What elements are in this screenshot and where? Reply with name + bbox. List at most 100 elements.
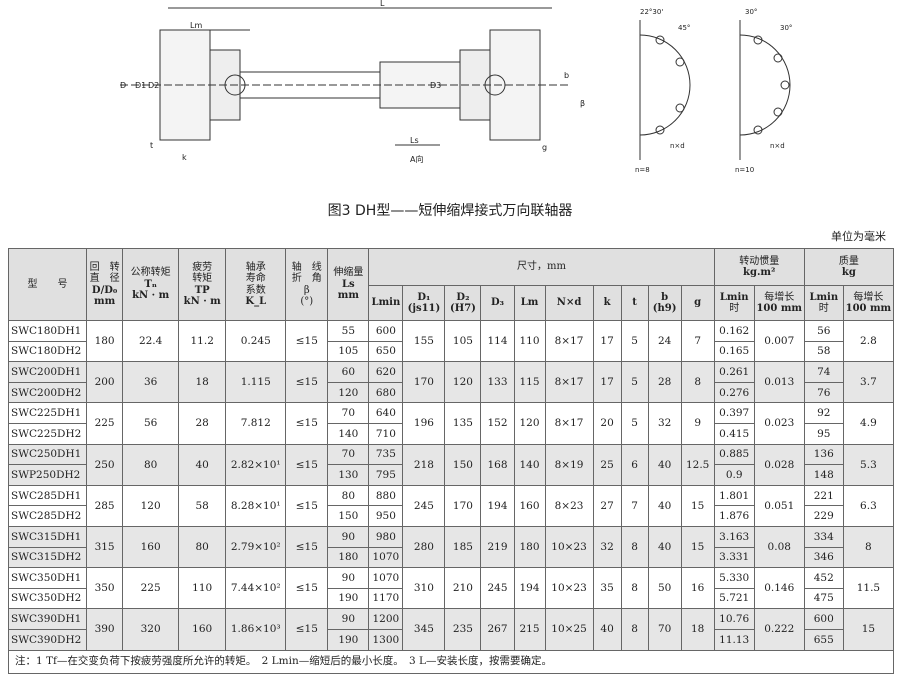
- cell-g: 18: [680, 608, 715, 651]
- flange-view-n10: [739, 20, 791, 160]
- cell-ls: 90: [327, 567, 370, 589]
- col-lm: Lm: [513, 285, 546, 321]
- cell-mass-per100: 8: [842, 525, 895, 569]
- cell-inertia-per100: 0.028: [753, 443, 805, 486]
- cell-d1: 218: [402, 443, 446, 486]
- col-angle: 轴 线折 角 β (°): [285, 248, 329, 321]
- cell-d1: 245: [402, 484, 446, 527]
- table-row: SWC350DH2 190 1170 5.721 475: [7, 587, 894, 610]
- cell-inertia: 11.13: [713, 628, 755, 651]
- cell-model: SWC180DH1: [7, 320, 88, 342]
- figure-title: 图3 DH型——短伸缩焊接式万向联轴器: [327, 203, 573, 219]
- cell-mass: 148: [803, 464, 844, 486]
- cell-inertia-per100: 0.023: [753, 402, 805, 445]
- cell-k: 35: [592, 567, 622, 610]
- cell-d2: 170: [444, 484, 482, 527]
- cell-b: 70: [647, 608, 682, 651]
- col-nd: N×d: [544, 285, 594, 321]
- col-g: g: [680, 285, 715, 321]
- cell-d: 390: [86, 608, 124, 651]
- cell-mass: 475: [803, 587, 844, 610]
- table-row: SWC390DH1 390 320 160 1.86×10³ ≤15 90 1200 345 23…: [7, 608, 895, 651]
- cell-ls: 190: [327, 628, 370, 651]
- cell-lmin: 735: [368, 443, 404, 466]
- label-Lm: Lm: [190, 21, 202, 30]
- cell-lmin: 1200: [368, 608, 404, 630]
- cell-inertia-per100: 0.222: [753, 608, 805, 651]
- cell-mass: 452: [803, 567, 844, 589]
- cell-b: 50: [647, 567, 682, 610]
- cell-b: 40: [647, 443, 682, 486]
- cell-nd: 8×19: [544, 443, 594, 486]
- col-t: t: [620, 285, 649, 321]
- cell-tp: 80: [178, 525, 227, 569]
- cell-inertia-per100: 0.146: [753, 567, 805, 610]
- cell-mass: 76: [803, 381, 844, 404]
- cell-inertia: 0.165: [713, 340, 755, 363]
- cell-lm: 140: [513, 443, 546, 486]
- cell-tp: 110: [178, 567, 227, 610]
- cell-b: 32: [647, 402, 682, 445]
- cell-d1: 196: [402, 402, 446, 445]
- cell-nd: 10×23: [544, 525, 594, 569]
- label-angle-30b: 30°: [780, 24, 792, 32]
- cell-model: SWC285DH2: [7, 505, 88, 527]
- cell-model: SWC200DH2: [7, 381, 88, 404]
- col-inertia-per100: 每增长 100 mm: [753, 285, 805, 321]
- cell-t: 5: [620, 402, 649, 445]
- cell-nd: 8×17: [544, 361, 594, 404]
- cell-g: 12.5: [680, 443, 715, 486]
- cell-k: 17: [592, 319, 622, 363]
- cell-d3: 219: [480, 525, 515, 569]
- cell-mass-per100: 11.5: [842, 567, 895, 610]
- cell-t: 8: [620, 567, 649, 610]
- cell-lmin: 710: [368, 422, 404, 445]
- cell-inertia-per100: 0.007: [753, 319, 805, 363]
- flange-view-n8: [639, 20, 691, 160]
- table-row: SWC225DH1 225 56 28 7.812 ≤15 70 640 196 135 152 12…: [7, 402, 895, 445]
- cell-d2: 150: [444, 443, 482, 486]
- cell-nd: 8×17: [544, 319, 594, 363]
- cell-tp: 58: [178, 484, 227, 527]
- cell-mass-per100: 6.3: [842, 484, 895, 527]
- cell-inertia: 3.331: [713, 546, 755, 569]
- cell-d: 180: [86, 319, 124, 363]
- cell-inertia: 0.397: [713, 402, 755, 424]
- col-mass: 质量 kg: [803, 248, 895, 286]
- cell-lm: 215: [513, 608, 546, 651]
- cell-d2: 185: [444, 525, 482, 569]
- cell-ls: 105: [327, 340, 370, 363]
- cell-d: 225: [86, 402, 124, 445]
- cell-lmin: 680: [368, 381, 404, 404]
- cell-g: 15: [680, 484, 715, 527]
- cell-lmin: 1070: [368, 546, 404, 569]
- label-nd-2: n×d: [770, 142, 785, 150]
- label-angle-22-30: 22°30': [640, 8, 663, 16]
- col-d2: D₂ (H7): [444, 285, 482, 321]
- unit-label: 单位为毫米: [831, 230, 886, 243]
- coupling-drawing: L Lm D D1 D2 D3 Ls A向 t k g b β 22°30' 4…: [120, 0, 792, 174]
- cell-mass-per100: 4.9: [842, 402, 895, 445]
- cell-nd: 10×25: [544, 608, 594, 651]
- cell-mass: 600: [803, 608, 844, 630]
- cell-mass: 92: [803, 402, 844, 424]
- cell-d2: 105: [444, 319, 482, 363]
- cell-model: SWC350DH2: [7, 587, 88, 610]
- cell-lmin: 600: [368, 320, 404, 342]
- cell-inertia: 10.76: [713, 608, 755, 630]
- cell-kl: 2.79×10²: [225, 525, 287, 569]
- cell-d2: 120: [444, 361, 482, 404]
- cell-tp: 18: [178, 361, 227, 404]
- cell-mass: 221: [803, 484, 844, 507]
- label-t: t: [150, 141, 153, 150]
- cell-model: SWC225DH1: [7, 402, 88, 424]
- table-row: SWC285DH2 150 950 1.876 229: [7, 505, 894, 527]
- table-row: SWC225DH2 140 710 0.415 95: [7, 422, 894, 445]
- cell-g: 9: [680, 402, 715, 445]
- cell-k: 32: [592, 525, 622, 569]
- col-model: 型 号: [7, 248, 88, 321]
- col-mass-per100: 每增长 100 mm: [842, 285, 895, 321]
- cell-tn: 80: [122, 443, 180, 486]
- cell-b: 28: [647, 361, 682, 404]
- cell-model: SWC390DH2: [7, 628, 88, 651]
